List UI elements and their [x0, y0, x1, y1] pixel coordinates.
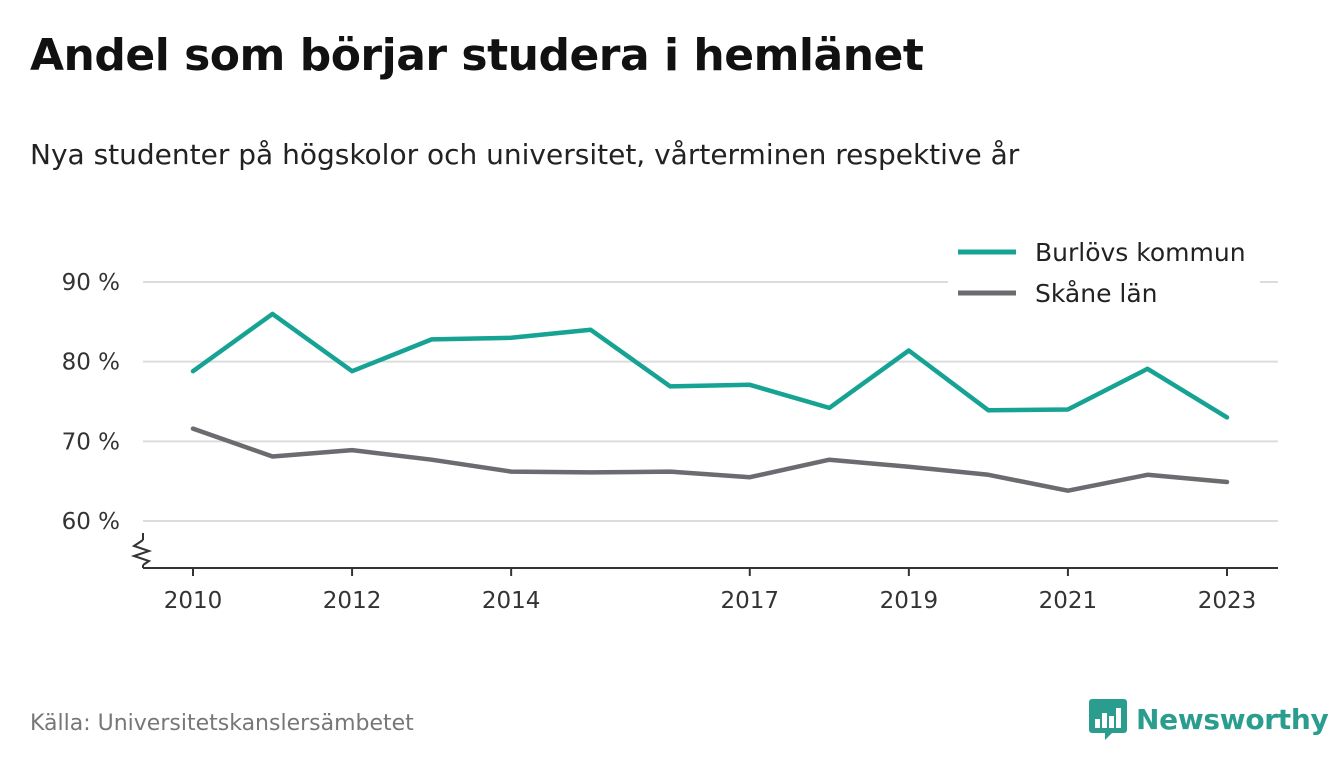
chart-title: Andel som börjar studera i hemlänet — [30, 30, 924, 81]
series-layer — [190, 311, 1230, 493]
x-tick-label: 2023 — [1198, 588, 1257, 614]
grid-layer — [143, 281, 1278, 522]
axis-layer: 60 % 70 % 80 % 90 % 2010 2012 2014 2017 2019 2021… — [62, 270, 1278, 614]
chart-subtitle: Nya studenter på högskolor och universit… — [30, 138, 1020, 171]
legend-label: Burlövs kommun — [1035, 238, 1246, 267]
brand-name: Newsworthy — [1136, 702, 1329, 736]
y-tick-label: 80 % — [62, 350, 120, 376]
x-tick-label: 2010 — [164, 588, 223, 614]
series-line-skane — [190, 426, 1230, 493]
legend-label: Skåne län — [1035, 279, 1158, 308]
y-tick-label: 60 % — [62, 509, 120, 535]
axis-break-icon — [130, 539, 153, 566]
series-line-burlov — [190, 311, 1230, 420]
newsworthy-logo-icon — [1089, 699, 1127, 740]
y-tick-label: 70 % — [62, 429, 120, 455]
x-tick-label: 2014 — [482, 588, 541, 614]
legend-background — [948, 232, 1260, 314]
x-tick-label: 2017 — [720, 588, 779, 614]
source-note: Källa: Universitetskanslersämbetet — [30, 711, 414, 736]
legend: Burlövs kommun Skåne län — [948, 232, 1260, 314]
brand: Newsworthy — [1088, 697, 1329, 741]
x-tick-label: 2021 — [1039, 588, 1098, 614]
x-tick-label: 2012 — [323, 588, 382, 614]
y-tick-label: 90 % — [62, 270, 120, 296]
x-tick-label: 2019 — [880, 588, 939, 614]
